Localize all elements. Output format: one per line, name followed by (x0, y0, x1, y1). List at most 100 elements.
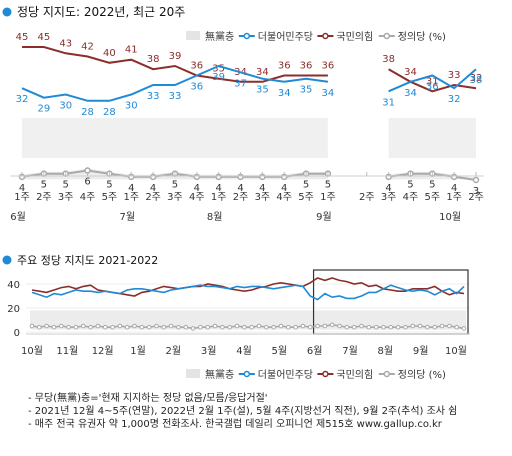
legend-swatch-marker (322, 32, 329, 40)
month-label: 9월 (316, 211, 332, 223)
data-point (220, 324, 225, 330)
data-point (432, 324, 438, 330)
data-label: 34 (256, 67, 269, 78)
data-point (329, 322, 335, 328)
month-label: 5월 (272, 345, 288, 357)
data-point (37, 324, 42, 330)
x-tick-label: 3주 (255, 192, 271, 203)
data-label: 36 (322, 61, 335, 72)
legend-label: 無黨층 (205, 368, 234, 381)
data-point (29, 323, 35, 329)
data-point (381, 324, 386, 330)
month-label: 10월 (21, 345, 43, 357)
data-point (264, 324, 269, 330)
legend-label: 정의당 (%) (398, 31, 446, 43)
y-tick-label: 40 (7, 280, 20, 291)
title-bullet-icon (2, 7, 12, 17)
legend-swatch-marker (243, 32, 251, 40)
data-point (461, 326, 467, 331)
data-label: 33 (169, 91, 182, 102)
month-label: 4월 (236, 345, 252, 357)
data-label: 36 (426, 82, 439, 93)
data-point (395, 324, 401, 330)
month-label: 6월 (10, 211, 26, 223)
chart-title: 주요 정당 지지도 2021-2022 (17, 254, 158, 267)
undecided-band (388, 118, 476, 158)
data-label: 36 (278, 61, 291, 72)
data-point (315, 323, 320, 329)
legend-label: 더불어민주당 (258, 31, 313, 43)
data-label: 5 (407, 180, 413, 191)
data-label: 3 (473, 186, 479, 197)
data-label: 4 (194, 183, 200, 194)
data-label: 4 (19, 183, 25, 194)
data-label: 6 (84, 177, 90, 188)
data-label: 30 (125, 101, 138, 112)
data-point (366, 324, 372, 330)
data-label: 34 (322, 88, 335, 99)
data-point (300, 323, 306, 329)
footnote: - 2021년 12월 4~5주(연말), 2022년 2월 1주(설), 5월… (28, 406, 458, 417)
data-label: 5 (172, 180, 178, 191)
data-label: 4 (128, 183, 134, 194)
data-label: 4 (451, 183, 457, 194)
chart-recent-20-weeks: 정당 지지도: 2022년, 최근 20주 無黨층 더불어민주당 국민의힘 정의당 (%… (2, 5, 484, 223)
data-label: 4 (215, 183, 221, 194)
data-point (234, 323, 240, 329)
legend-label: 정의당 (%) (398, 369, 446, 381)
data-label: 42 (81, 42, 94, 53)
data-label: 43 (59, 38, 72, 49)
legend-label: 無黨층 (205, 30, 234, 43)
legend-swatch-marker (383, 370, 391, 378)
data-label: 32 (470, 73, 483, 84)
x-tick-label: 2주 (468, 192, 484, 203)
chart-2021-2022: 주요 정당 지지도 2021-2022 0 20 40 10월 11월 12월 1월 2월 3월 4… (2, 254, 470, 381)
data-point (212, 323, 218, 329)
data-point (447, 323, 452, 329)
data-point (359, 323, 364, 329)
data-point (307, 324, 313, 330)
data-label: 36 (300, 61, 313, 72)
data-point (271, 324, 276, 330)
data-label: 40 (103, 48, 116, 59)
data-point (80, 323, 86, 329)
data-point (110, 324, 115, 330)
x-tick-label: 1주 (123, 192, 139, 203)
data-label: 5 (41, 180, 47, 191)
month-label: 8월 (378, 345, 394, 357)
data-point (198, 324, 203, 330)
x-tick-label: 2주 (233, 192, 249, 203)
x-tick-label: 3주 (58, 192, 74, 203)
data-label: 37 (234, 78, 247, 89)
data-point (373, 324, 379, 330)
footnote: - 무당(無黨)층='현재 지지하는 정당 없음/모름/응답거절' (28, 393, 268, 404)
data-label: 33 (448, 70, 461, 81)
data-point (190, 326, 196, 331)
series-line (22, 46, 477, 93)
data-label: 4 (259, 183, 265, 194)
undecided-band (22, 118, 328, 158)
month-label: 10월 (439, 211, 461, 223)
data-label: 33 (147, 91, 160, 102)
data-point (117, 323, 123, 329)
x-tick-label: 4주 (403, 192, 419, 203)
x-tick-label: 2주 (359, 192, 375, 203)
month-label: 11월 (56, 345, 78, 357)
x-tick-label: 4주 (80, 192, 96, 203)
x-tick-label: 5주 (425, 192, 441, 203)
month-label: 2월 (166, 345, 182, 357)
data-label: 5 (429, 180, 435, 191)
data-point (154, 323, 159, 329)
legend-swatch-marker (322, 370, 329, 378)
data-label: 35 (300, 85, 313, 96)
data-point (146, 324, 152, 330)
data-label: 31 (382, 97, 395, 108)
data-label: 41 (125, 45, 138, 56)
data-point (242, 324, 247, 330)
x-tick-label: 1주 (446, 192, 462, 203)
data-point (183, 324, 189, 330)
x-tick-label: 1주 (211, 192, 227, 203)
month-label: 7월 (119, 211, 135, 223)
data-point (66, 324, 71, 330)
data-label: 45 (37, 32, 50, 43)
